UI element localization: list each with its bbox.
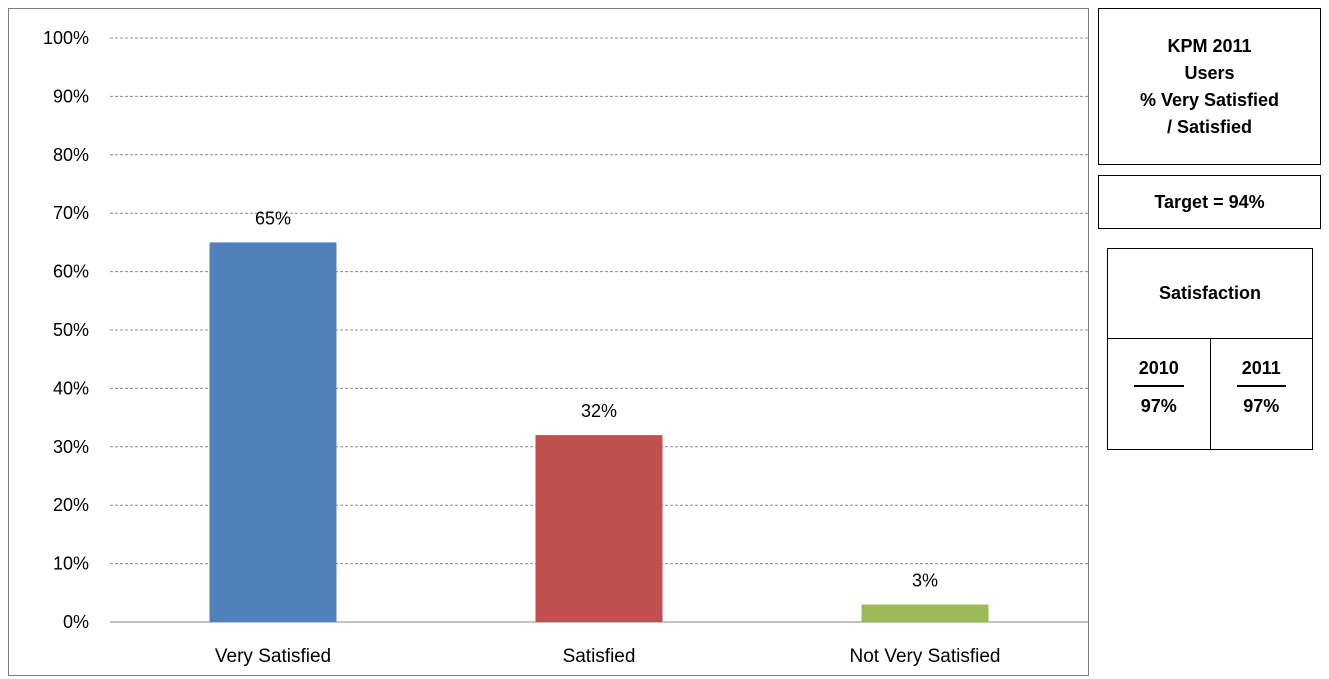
satisfaction-year: 2011 bbox=[1236, 357, 1286, 387]
y-tick-label: 80% bbox=[53, 145, 89, 165]
satisfaction-col-2011: 2011 97% bbox=[1209, 339, 1313, 449]
data-label: 3% bbox=[912, 570, 938, 590]
y-tick-label: 100% bbox=[43, 28, 89, 48]
satisfaction-title: Satisfaction bbox=[1108, 249, 1312, 339]
data-label: 65% bbox=[255, 208, 291, 228]
bar bbox=[861, 604, 989, 622]
y-tick-label: 20% bbox=[53, 495, 89, 515]
y-tick-label: 70% bbox=[53, 203, 89, 223]
category-label: Very Satisfied bbox=[215, 646, 331, 667]
satisfaction-year: 2010 bbox=[1133, 357, 1184, 387]
y-tick-label: 60% bbox=[53, 262, 89, 282]
bar-chart: 0% 10% 20% 30% 40% 50% 60% 70% 80% 90% 100% 65% 32%… bbox=[43, 28, 1088, 667]
satisfaction-table: Satisfaction 2010 97% 2011 97% bbox=[1107, 248, 1313, 450]
satisfaction-value: 97% bbox=[1243, 396, 1280, 416]
kpm-measure-cont: / Satisfied bbox=[1166, 116, 1253, 137]
kpm-info-box: KPM 2011 Users % Very Satisfied / Satisf… bbox=[1098, 8, 1321, 165]
target-label: Target = 94% bbox=[1154, 191, 1265, 212]
y-tick-label: 40% bbox=[53, 378, 89, 398]
y-tick-label: 30% bbox=[53, 437, 89, 457]
kpm-subtitle: Users bbox=[1184, 62, 1235, 83]
category-label: Not Very Satisfied bbox=[849, 646, 1000, 667]
satisfaction-col-2010: 2010 97% bbox=[1108, 339, 1210, 449]
bar bbox=[209, 242, 337, 622]
satisfaction-value: 97% bbox=[1140, 396, 1177, 416]
target-box: Target = 94% bbox=[1098, 175, 1321, 229]
data-label: 32% bbox=[581, 401, 617, 421]
kpm-title: KPM 2011 bbox=[1167, 35, 1252, 56]
chart-area: 0% 10% 20% 30% 40% 50% 60% 70% 80% 90% 100% 65% 32%… bbox=[8, 8, 1089, 676]
y-tick-label: 10% bbox=[53, 554, 89, 574]
satisfaction-columns: 2010 97% 2011 97% bbox=[1108, 339, 1312, 449]
y-tick-label: 0% bbox=[63, 612, 89, 632]
kpm-measure: % Very Satisfied bbox=[1139, 89, 1280, 110]
y-tick-label: 50% bbox=[53, 320, 89, 340]
bar bbox=[535, 435, 663, 622]
category-label: Satisfied bbox=[563, 646, 636, 667]
y-tick-label: 90% bbox=[53, 86, 89, 106]
